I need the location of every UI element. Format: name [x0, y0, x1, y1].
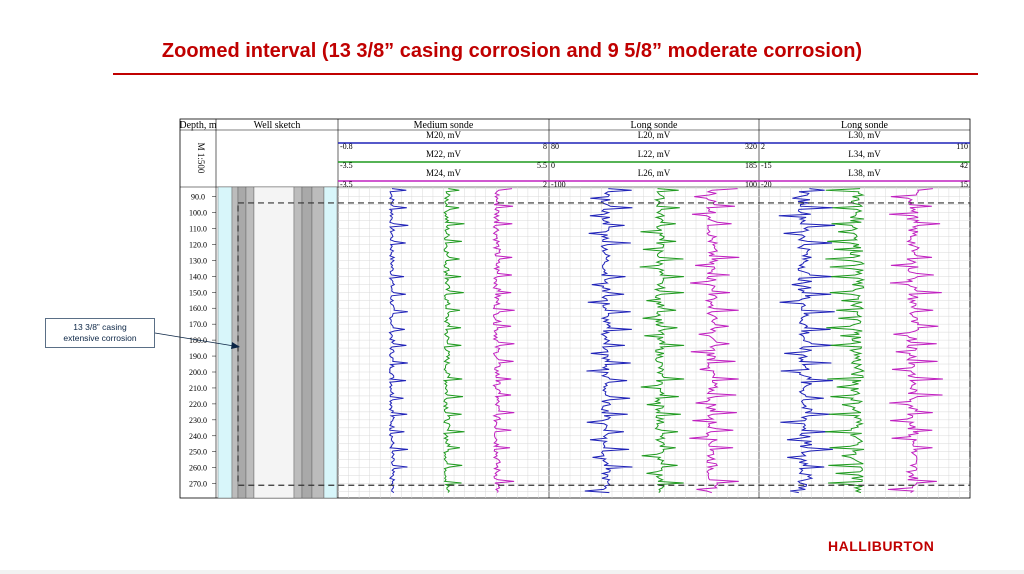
casing-inner-left: [237, 186, 247, 499]
curve-L34: [824, 188, 866, 494]
curve-name: L30, mV: [848, 130, 881, 140]
curve-L38: [887, 188, 943, 494]
curve-L26: [689, 188, 740, 494]
track-title: Long sonde: [841, 120, 889, 131]
curve-scale-min: -100: [551, 180, 566, 189]
curve-scale-max: 110: [956, 142, 968, 151]
curve-scale-max: 185: [745, 161, 757, 170]
depth-tick-label: 170.0: [189, 320, 207, 329]
curve-scale-min: 80: [551, 142, 559, 151]
curve-scale-max: 15: [960, 180, 968, 189]
depth-tick-label: 230.0: [189, 416, 207, 425]
borehole-fluid: [253, 186, 295, 499]
depth-tick-label: 190.0: [189, 352, 207, 361]
curve-scale-max: 8: [543, 142, 547, 151]
curve-name: L34, mV: [848, 149, 881, 159]
depth-tick-label: 120.0: [189, 240, 207, 249]
annulus-right: [323, 186, 338, 499]
depth-tick-label: 270.0: [189, 480, 207, 489]
corrosion-callout: 13 3/8” casing extensive corrosion: [45, 318, 155, 348]
curve-name: M22, mV: [426, 149, 462, 159]
zoomed-interval-box: [237, 202, 971, 486]
depth-header: Depth, m: [179, 120, 216, 131]
curve-L30: [778, 188, 836, 494]
scale-label: M 1:500: [196, 143, 206, 174]
curve-scale-min: -3.5: [340, 180, 353, 189]
curve-name: L20, mV: [638, 130, 671, 140]
track-title: Long sonde: [631, 120, 679, 131]
depth-tick-label: 250.0: [189, 448, 207, 457]
well-sketch-header: Well sketch: [254, 120, 301, 131]
depth-tick-label: 150.0: [189, 288, 207, 297]
curve-scale-min: 2: [761, 142, 765, 151]
curve-scale-max: 2: [543, 180, 547, 189]
footer-rule: [0, 570, 1024, 574]
track-title: Medium sonde: [414, 120, 474, 131]
depth-tick-label: 260.0: [189, 464, 207, 473]
curve-M24: [492, 188, 515, 493]
depth-tick-label: 210.0: [189, 384, 207, 393]
slide-title: Zoomed interval (13 3/8” casing corrosio…: [161, 40, 863, 62]
curve-name: M20, mV: [426, 130, 462, 140]
depth-tick-label: 240.0: [189, 432, 207, 441]
curve-scale-max: 42: [960, 161, 968, 170]
callout-arrow-line: [154, 332, 235, 347]
curve-name: L22, mV: [638, 149, 671, 159]
depth-tick-label: 200.0: [189, 368, 207, 377]
halliburton-logo: HALLIBURTON: [828, 538, 935, 554]
depth-tick-label: 130.0: [189, 256, 207, 265]
track-grid: [338, 187, 970, 498]
casing-outer-left: [231, 186, 239, 499]
depth-tick-label: 140.0: [189, 272, 207, 281]
curve-scale-max: 100: [745, 180, 757, 189]
casing-outer-right: [311, 186, 325, 499]
curve-scale-min: -3.5: [340, 161, 353, 170]
depth-tick-label: 160.0: [189, 304, 207, 313]
annulus-left: [217, 186, 233, 499]
depth-tick-label: 180.0: [189, 336, 207, 345]
curve-name: M24, mV: [426, 168, 462, 178]
curve-scale-min: -0.8: [340, 142, 353, 151]
callout-line-1: 13 3/8” casing: [73, 322, 127, 332]
curve-scale-min: -20: [761, 180, 772, 189]
depth-tick-label: 220.0: [189, 400, 207, 409]
curve-name: L26, mV: [638, 168, 671, 178]
curve-scale-min: 0: [551, 161, 555, 170]
depth-tick-label: 100.0: [189, 209, 207, 218]
curve-scale-max: 320: [745, 142, 757, 151]
callout-arrow-head: [231, 342, 240, 349]
callout-line-2: extensive corrosion: [63, 333, 137, 343]
depth-tick-label: 90.0: [191, 193, 205, 202]
depth-tick-label: 110.0: [189, 224, 207, 233]
curve-L20: [584, 188, 633, 494]
curve-M22: [442, 188, 465, 493]
casing-wall-left: [245, 186, 255, 499]
curve-name: L38, mV: [848, 168, 881, 178]
curve-scale-min: -15: [761, 161, 772, 170]
curve-scale-max: 5.5: [537, 161, 547, 170]
title-underline: [113, 73, 978, 75]
curve-M20: [388, 188, 409, 494]
casing-wall-right: [293, 186, 303, 499]
curve-L22: [639, 188, 685, 493]
casing-inner-right: [301, 186, 313, 499]
